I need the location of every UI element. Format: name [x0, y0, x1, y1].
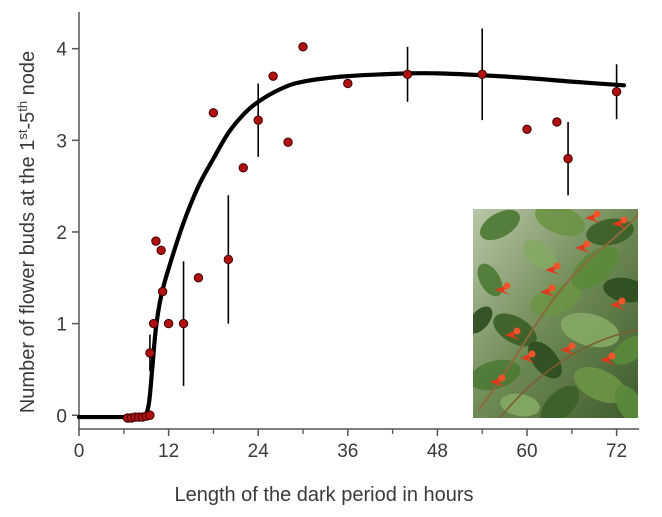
data-point	[402, 69, 413, 80]
data-point	[193, 273, 204, 283]
data-point	[178, 318, 189, 329]
data-point	[611, 87, 622, 97]
data-point	[208, 108, 219, 118]
data-point	[163, 318, 174, 329]
x-tick-label: 0	[74, 441, 85, 462]
data-point	[283, 137, 293, 147]
data-point	[552, 117, 562, 127]
y-tick-label: 2	[56, 223, 67, 244]
axes	[72, 12, 639, 436]
x-axis-title: Length of the dark period in hours	[174, 484, 473, 506]
fit-curve	[76, 71, 627, 420]
x-tick-label: 24	[248, 441, 270, 462]
y-tick-label: 1	[56, 315, 67, 336]
data-point	[148, 318, 159, 329]
data-point	[268, 71, 278, 81]
y-tick-label: 0	[56, 406, 67, 427]
inset-photo	[473, 209, 638, 418]
data-point	[477, 69, 487, 80]
x-tick-label: 60	[516, 441, 537, 462]
data-point	[145, 410, 155, 420]
data-point	[343, 78, 353, 89]
data-point	[151, 236, 161, 246]
data-point	[522, 124, 532, 135]
data-point	[238, 163, 248, 173]
data-point	[145, 348, 155, 358]
data-point	[156, 245, 166, 255]
data-point	[253, 115, 263, 125]
y-tick-label: 4	[56, 40, 67, 61]
data-point	[223, 254, 234, 265]
data-point-layer	[122, 42, 622, 423]
fit-curve-layer	[76, 71, 627, 420]
x-tick-label: 36	[337, 441, 358, 462]
y-axis-title: Number of flower buds at the 1st-5th nod…	[15, 51, 40, 413]
data-point	[157, 286, 168, 297]
data-point	[298, 42, 308, 52]
x-tick-label: 48	[427, 441, 448, 462]
y-tick-label: 3	[56, 131, 67, 152]
x-tick-label: 12	[158, 441, 179, 462]
data-point	[563, 153, 573, 164]
x-tick-label: 72	[606, 441, 627, 462]
